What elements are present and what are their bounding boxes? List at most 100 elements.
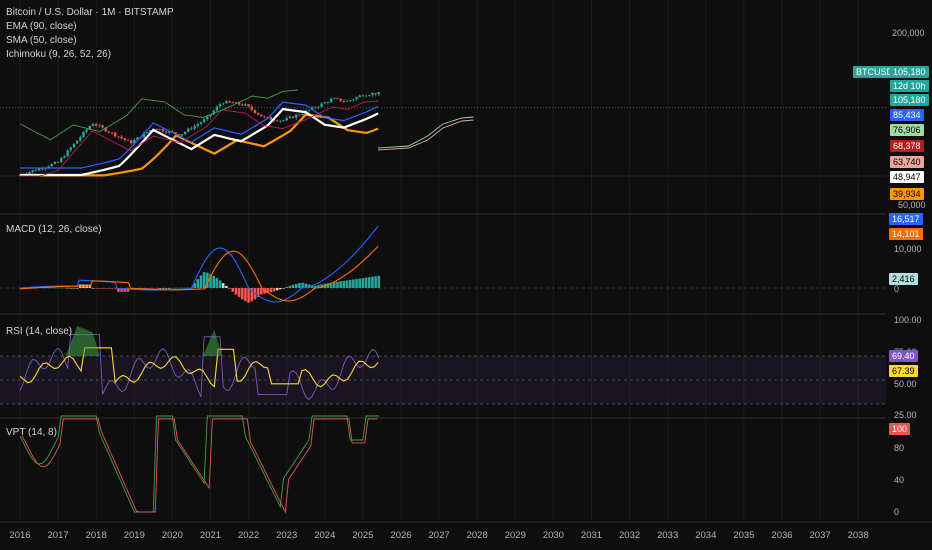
histogram-bar <box>279 288 282 290</box>
candle-body <box>333 98 336 100</box>
candle-body <box>329 98 333 103</box>
price-tag: 85,434 <box>890 109 924 121</box>
rsi-overbought-fill <box>65 326 101 356</box>
x-tick-label: 2021 <box>199 530 222 541</box>
rsi-overbought-fill <box>202 329 222 356</box>
candle-body <box>88 126 92 130</box>
ichimoku-legend[interactable]: Ichimoku (9, 26, 52, 26) <box>6 49 112 60</box>
histogram-bar <box>155 288 158 289</box>
x-tick-label: 2025 <box>352 530 374 541</box>
histogram-bar <box>218 280 222 288</box>
histogram-bar <box>266 288 269 294</box>
macd-pane <box>0 225 886 303</box>
histogram-bar <box>234 288 238 295</box>
candle-body <box>206 116 209 120</box>
candle-body <box>60 157 63 163</box>
last-price-tag: 105,180 <box>890 66 929 78</box>
histogram-bar <box>94 288 98 289</box>
candle-body <box>368 95 371 96</box>
histogram-bar <box>50 287 54 289</box>
histogram-bar <box>59 287 63 289</box>
candle-body <box>72 143 76 148</box>
candle-body <box>183 131 187 135</box>
histogram-bar <box>139 288 142 289</box>
rsi-legend[interactable]: RSI (14, close) <box>6 326 73 337</box>
candle-body <box>120 136 123 139</box>
histogram-bar <box>177 287 181 289</box>
rsi-ma-line <box>19 347 379 388</box>
candle-body <box>145 132 149 134</box>
histogram-bar <box>69 287 73 289</box>
candle-body <box>209 114 212 117</box>
candle-body <box>148 130 152 133</box>
candle-body <box>28 171 31 175</box>
candle-body <box>310 107 314 110</box>
histogram-bar <box>91 287 95 289</box>
price-axis-label: 200,000 <box>892 28 925 38</box>
histogram-bar <box>215 277 219 288</box>
vpt-line <box>19 415 379 513</box>
candle-body <box>85 129 88 132</box>
white-ma-line <box>20 107 379 177</box>
ema-legend[interactable]: EMA (90, close) <box>6 21 77 32</box>
histogram-bar <box>317 284 320 288</box>
histogram-bar <box>339 281 342 288</box>
candle-body <box>41 168 44 170</box>
x-tick-label: 2037 <box>809 530 831 541</box>
histogram-bar <box>158 288 161 289</box>
x-tick-label: 2017 <box>47 530 69 541</box>
x-tick-label: 2019 <box>123 530 145 541</box>
candle-body <box>53 161 57 164</box>
histogram-bar <box>66 287 69 289</box>
histogram-bar <box>221 283 225 288</box>
macd-legend[interactable]: MACD (12, 26, close) <box>6 224 102 235</box>
candle-body <box>301 113 304 115</box>
candle-body <box>349 100 352 102</box>
x-tick-label: 2022 <box>238 530 260 541</box>
histogram-bar <box>371 276 374 288</box>
histogram-bar <box>110 288 114 289</box>
rsi-pane <box>0 326 886 405</box>
price-tag: 48,947 <box>890 171 924 183</box>
histogram-bar <box>104 288 108 289</box>
histogram-bar <box>186 287 190 289</box>
candle-body <box>82 131 85 138</box>
histogram-bar <box>171 287 174 289</box>
candle-body <box>323 102 326 104</box>
candle-body <box>285 117 288 121</box>
histogram-bar <box>142 288 146 289</box>
candle-body <box>377 92 380 95</box>
histogram-bar <box>282 288 285 289</box>
histogram-bar <box>72 287 76 289</box>
vpt-legend[interactable]: VPT (14, 8) <box>6 427 57 438</box>
x-tick-label: 2033 <box>657 530 679 541</box>
histogram-bar <box>310 285 314 288</box>
histogram-bar <box>298 283 301 288</box>
candle-body <box>279 120 282 122</box>
histogram-bar <box>358 278 362 288</box>
histogram-bar <box>161 288 165 289</box>
candle-body <box>202 119 206 123</box>
histogram-bar <box>174 287 177 289</box>
histogram-bar <box>202 272 206 288</box>
histogram-bar <box>275 288 279 291</box>
candle-body <box>298 114 301 116</box>
histogram-bar <box>228 288 231 289</box>
histogram-bar <box>244 288 247 302</box>
histogram-bar <box>206 272 209 288</box>
signal-line <box>19 245 379 302</box>
x-tick-label: 2018 <box>85 530 107 541</box>
x-tick-label: 2029 <box>504 530 526 541</box>
histogram-bar <box>342 280 346 288</box>
histogram-bar <box>145 288 149 289</box>
histogram-bar <box>212 275 215 288</box>
sma-legend[interactable]: SMA (50, close) <box>6 35 77 46</box>
histogram-bar <box>107 288 111 289</box>
candle-body <box>241 104 244 106</box>
candle-body <box>117 136 120 138</box>
rsi-ma-value-tag: 67.39 <box>889 365 918 377</box>
histogram-bar <box>329 282 333 288</box>
histogram-bar <box>53 287 57 289</box>
candle-body <box>101 125 104 128</box>
